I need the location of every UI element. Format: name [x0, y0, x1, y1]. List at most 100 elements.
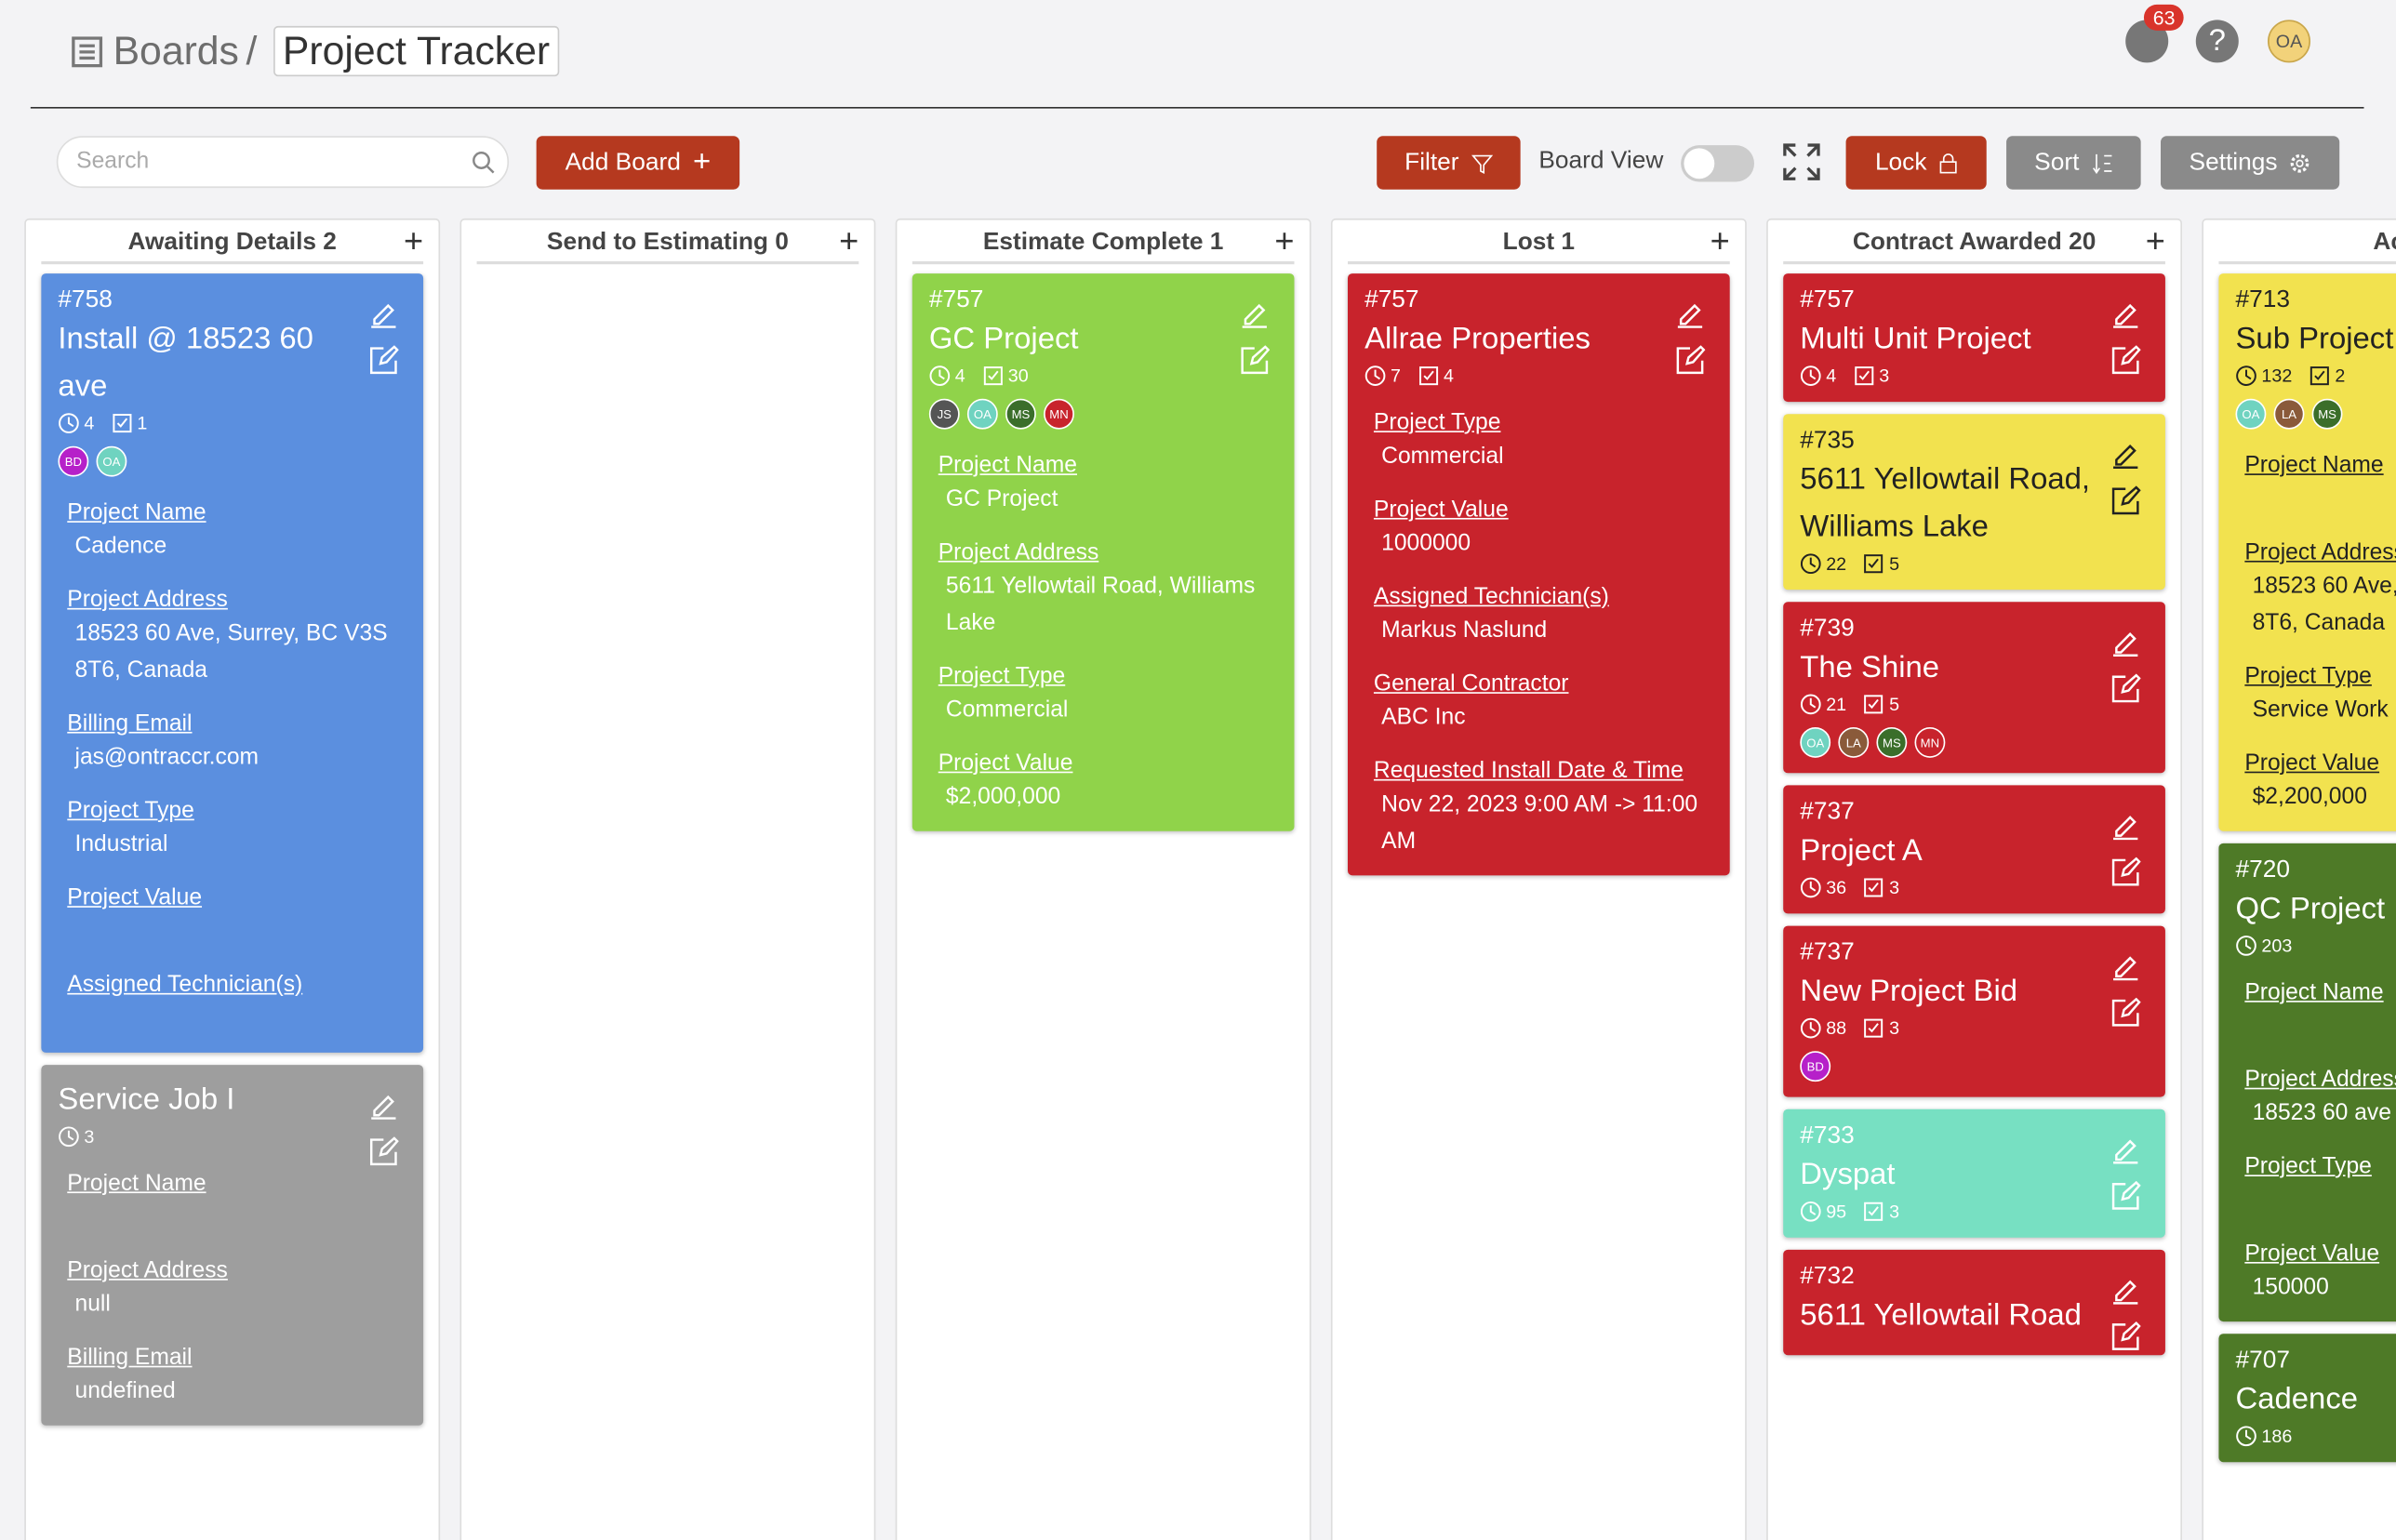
clock-icon	[1800, 365, 1821, 387]
card-meta: 203	[2235, 935, 2396, 956]
settings-button[interactable]: Settings	[2160, 136, 2340, 190]
add-card-button[interactable]: +	[1274, 221, 1295, 260]
field-value-empty	[2253, 1183, 2396, 1219]
field-label: Project Address	[67, 1257, 228, 1283]
board-view-toggle[interactable]	[1681, 145, 1754, 182]
column: Awaiting Details 2 + #758 Install @ 18523 6…	[24, 218, 441, 1540]
board-title[interactable]: Project Tracker	[273, 25, 560, 77]
add-board-button[interactable]: Add Board +	[536, 136, 740, 190]
open-button[interactable]	[1675, 345, 1706, 383]
user-avatar: OA	[96, 445, 127, 477]
card[interactable]: #713 Sub Project 132 2 OA LA MS Project Name Pro…	[2218, 273, 2396, 831]
field-label: Project Value	[1373, 496, 1509, 523]
lock-button[interactable]: Lock	[1845, 136, 1987, 190]
card[interactable]: #735 5611 Yellowtail Road, Williams Lake 2…	[1783, 414, 2165, 591]
card[interactable]: #757 GC Project 4 30 JS OA MS MN Project Name GC …	[912, 273, 1295, 831]
edit-button[interactable]	[368, 298, 399, 336]
card[interactable]: #720 QC Project 203 Project Name Project Add…	[2218, 843, 2396, 1322]
edit-button[interactable]	[1239, 298, 1270, 336]
card[interactable]: Service Job I 3 Project Name Project Addres…	[41, 1065, 424, 1426]
field-label: Project Address	[67, 586, 228, 613]
open-button[interactable]	[2110, 1180, 2141, 1219]
task-count: 4	[1443, 365, 1454, 387]
card[interactable]: #758 Install @ 18523 60 ave 4 1 BD OA Project …	[41, 273, 424, 1053]
card-title: Multi Unit Project	[1800, 322, 2031, 356]
card[interactable]: #733 Dyspat 95 3	[1783, 1109, 2165, 1238]
time-count: 4	[84, 412, 95, 434]
edit-button[interactable]	[2110, 438, 2141, 476]
time-count: 95	[1826, 1201, 1847, 1223]
card[interactable]: #737 Project A 36 3	[1783, 785, 2165, 914]
task-count: 3	[1879, 365, 1890, 387]
field-label: Assigned Technician(s)	[67, 971, 303, 998]
divider	[30, 106, 2364, 109]
card[interactable]: #732 5611 Yellowtail Road	[1783, 1249, 2165, 1356]
open-button[interactable]	[2110, 856, 2141, 896]
edit-button[interactable]	[2110, 627, 2141, 665]
sort-button[interactable]: Sort	[2006, 136, 2141, 190]
clock-icon	[1800, 553, 1821, 575]
edit-button[interactable]	[2110, 1134, 2141, 1172]
open-button[interactable]	[2110, 997, 2141, 1036]
user-avatar: OA	[2235, 398, 2267, 430]
field-label: Billing Email	[67, 710, 193, 737]
open-button[interactable]	[2110, 1321, 2141, 1355]
card-number: #733	[1800, 1122, 1855, 1149]
edit-button[interactable]	[2110, 1274, 2141, 1312]
open-button[interactable]	[2110, 673, 2141, 711]
field-value: Service Work	[2252, 697, 2389, 724]
card[interactable]: #739 The Shine 21 5 OA LA MS MN	[1783, 602, 2165, 774]
card-number: #757	[928, 286, 984, 313]
user-avatar[interactable]: OA	[2267, 20, 2310, 63]
task-icon	[982, 365, 1004, 387]
search-icon	[473, 152, 495, 174]
column-header: Estimate Complete 1 +	[912, 220, 1295, 265]
edit-button[interactable]	[2110, 298, 2141, 336]
add-card-button[interactable]: +	[403, 221, 424, 260]
clock-icon	[58, 1126, 79, 1148]
card-title: Service Job I	[58, 1082, 235, 1117]
column-title: Send to Estimating 0	[546, 229, 789, 256]
card-title: New Project Bid	[1800, 975, 2018, 1009]
fullscreen-button[interactable]	[1780, 140, 1823, 183]
edit-button[interactable]	[2110, 810, 2141, 848]
time-count: 186	[2261, 1425, 2293, 1447]
open-button[interactable]	[1239, 345, 1271, 383]
card-actions	[368, 298, 399, 383]
clock-icon	[1800, 877, 1821, 898]
card-number: #739	[1800, 616, 1855, 642]
card-title: QC Project	[2235, 892, 2386, 926]
open-button[interactable]	[2110, 345, 2141, 383]
help-button[interactable]: ?	[2195, 20, 2239, 63]
edit-button[interactable]	[2110, 950, 2141, 989]
open-button[interactable]	[368, 1136, 399, 1175]
card[interactable]: #707 Cadence 186	[2218, 1334, 2396, 1463]
card[interactable]: #757 Multi Unit Project 4 3	[1783, 273, 2165, 403]
card-number: #713	[2235, 286, 2290, 313]
edit-button[interactable]	[1675, 298, 1706, 336]
add-card-button[interactable]: +	[839, 221, 859, 260]
field-value: Nov 22, 2023 9:00 AM -> 11:00 AM	[1381, 790, 1698, 855]
add-card-button[interactable]: +	[2145, 221, 2165, 260]
card-title: Allrae Properties	[1364, 322, 1591, 356]
notification-badge: 63	[2143, 4, 2185, 31]
field-value-empty	[2253, 481, 2396, 517]
card-title: 5611 Yellowtail Road, Williams Lake	[1800, 462, 2091, 544]
user-avatar: OA	[966, 398, 998, 430]
time-count: 203	[2261, 935, 2293, 957]
card-users: OA LA MS MN	[1800, 726, 2149, 758]
edit-button[interactable]	[368, 1089, 399, 1127]
card[interactable]: #737 New Project Bid 88 3 BD	[1783, 925, 2165, 1097]
column: Estimate Complete 1 + #757 GC Project 4 30 JS O…	[895, 218, 1311, 1540]
filter-button[interactable]: Filter	[1377, 136, 1521, 190]
open-button[interactable]	[2110, 485, 2141, 524]
card-actions	[1675, 298, 1706, 383]
add-card-button[interactable]: +	[1710, 221, 1730, 260]
field-label: Billing Email	[67, 1344, 193, 1371]
card[interactable]: #757 Allrae Properties 7 4 Project Type Comme…	[1347, 273, 1730, 876]
search-box[interactable]: Search	[56, 136, 510, 189]
time-count: 7	[1390, 365, 1401, 387]
user-avatar: LA	[2273, 398, 2305, 430]
breadcrumb[interactable]: Boards	[113, 27, 239, 73]
open-button[interactable]	[368, 345, 399, 383]
